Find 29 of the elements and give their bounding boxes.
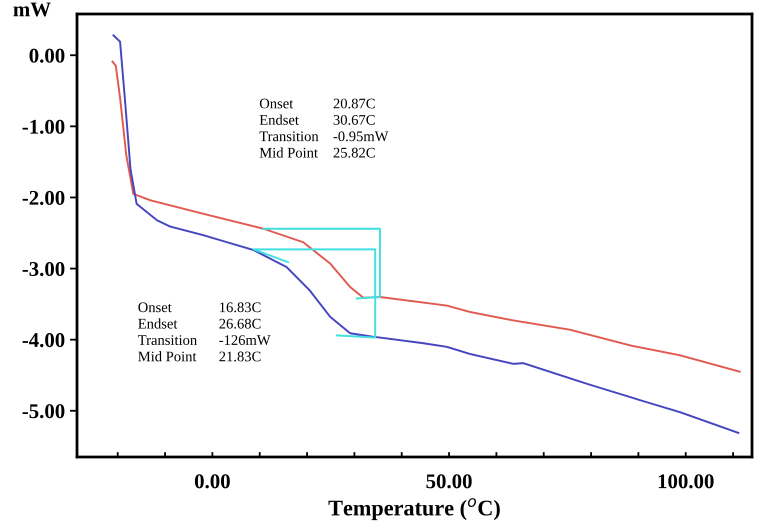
- y-tick-label: -5.00: [22, 404, 64, 418]
- annotation: 20.87C: [334, 98, 375, 108]
- annotation: -0.95mW: [334, 131, 388, 142]
- annotation: -126mW: [219, 335, 271, 346]
- annotation: Transition: [260, 131, 318, 142]
- annotation: Mid Point: [138, 351, 196, 362]
- x-tick-label: 50.00: [426, 474, 472, 488]
- line-series: [112, 60, 741, 373]
- y-tick-label: -4.00: [22, 333, 64, 348]
- annotation: 25.82C: [334, 148, 375, 158]
- annotation: Endset: [260, 114, 299, 125]
- annotation: 21.83C: [219, 352, 260, 362]
- x-tick-label: 0.00: [194, 474, 230, 488]
- annotation: 16.83C: [220, 302, 260, 312]
- annotation: 26.68C: [219, 318, 260, 329]
- annotation: Mid Point: [260, 147, 318, 158]
- y-tick-label: 0.00: [30, 48, 64, 63]
- annotation: Transition: [138, 335, 197, 345]
- x-tick-label: 100.00: [658, 474, 714, 488]
- y-tick-label: -1.00: [22, 120, 64, 134]
- annotation: Endset: [138, 318, 178, 329]
- y-tick-label: -3.00: [22, 262, 64, 276]
- annotation: Onset: [260, 98, 294, 108]
- line-series: [112, 34, 740, 434]
- y-axis-title: mW: [13, 2, 51, 17]
- y-tick-label: -2.00: [22, 190, 64, 205]
- annotation: Onset: [138, 302, 172, 312]
- x-axis-title: Temperature ($^{o}$C): [328, 498, 500, 520]
- annotation: 30.67C: [334, 114, 375, 125]
